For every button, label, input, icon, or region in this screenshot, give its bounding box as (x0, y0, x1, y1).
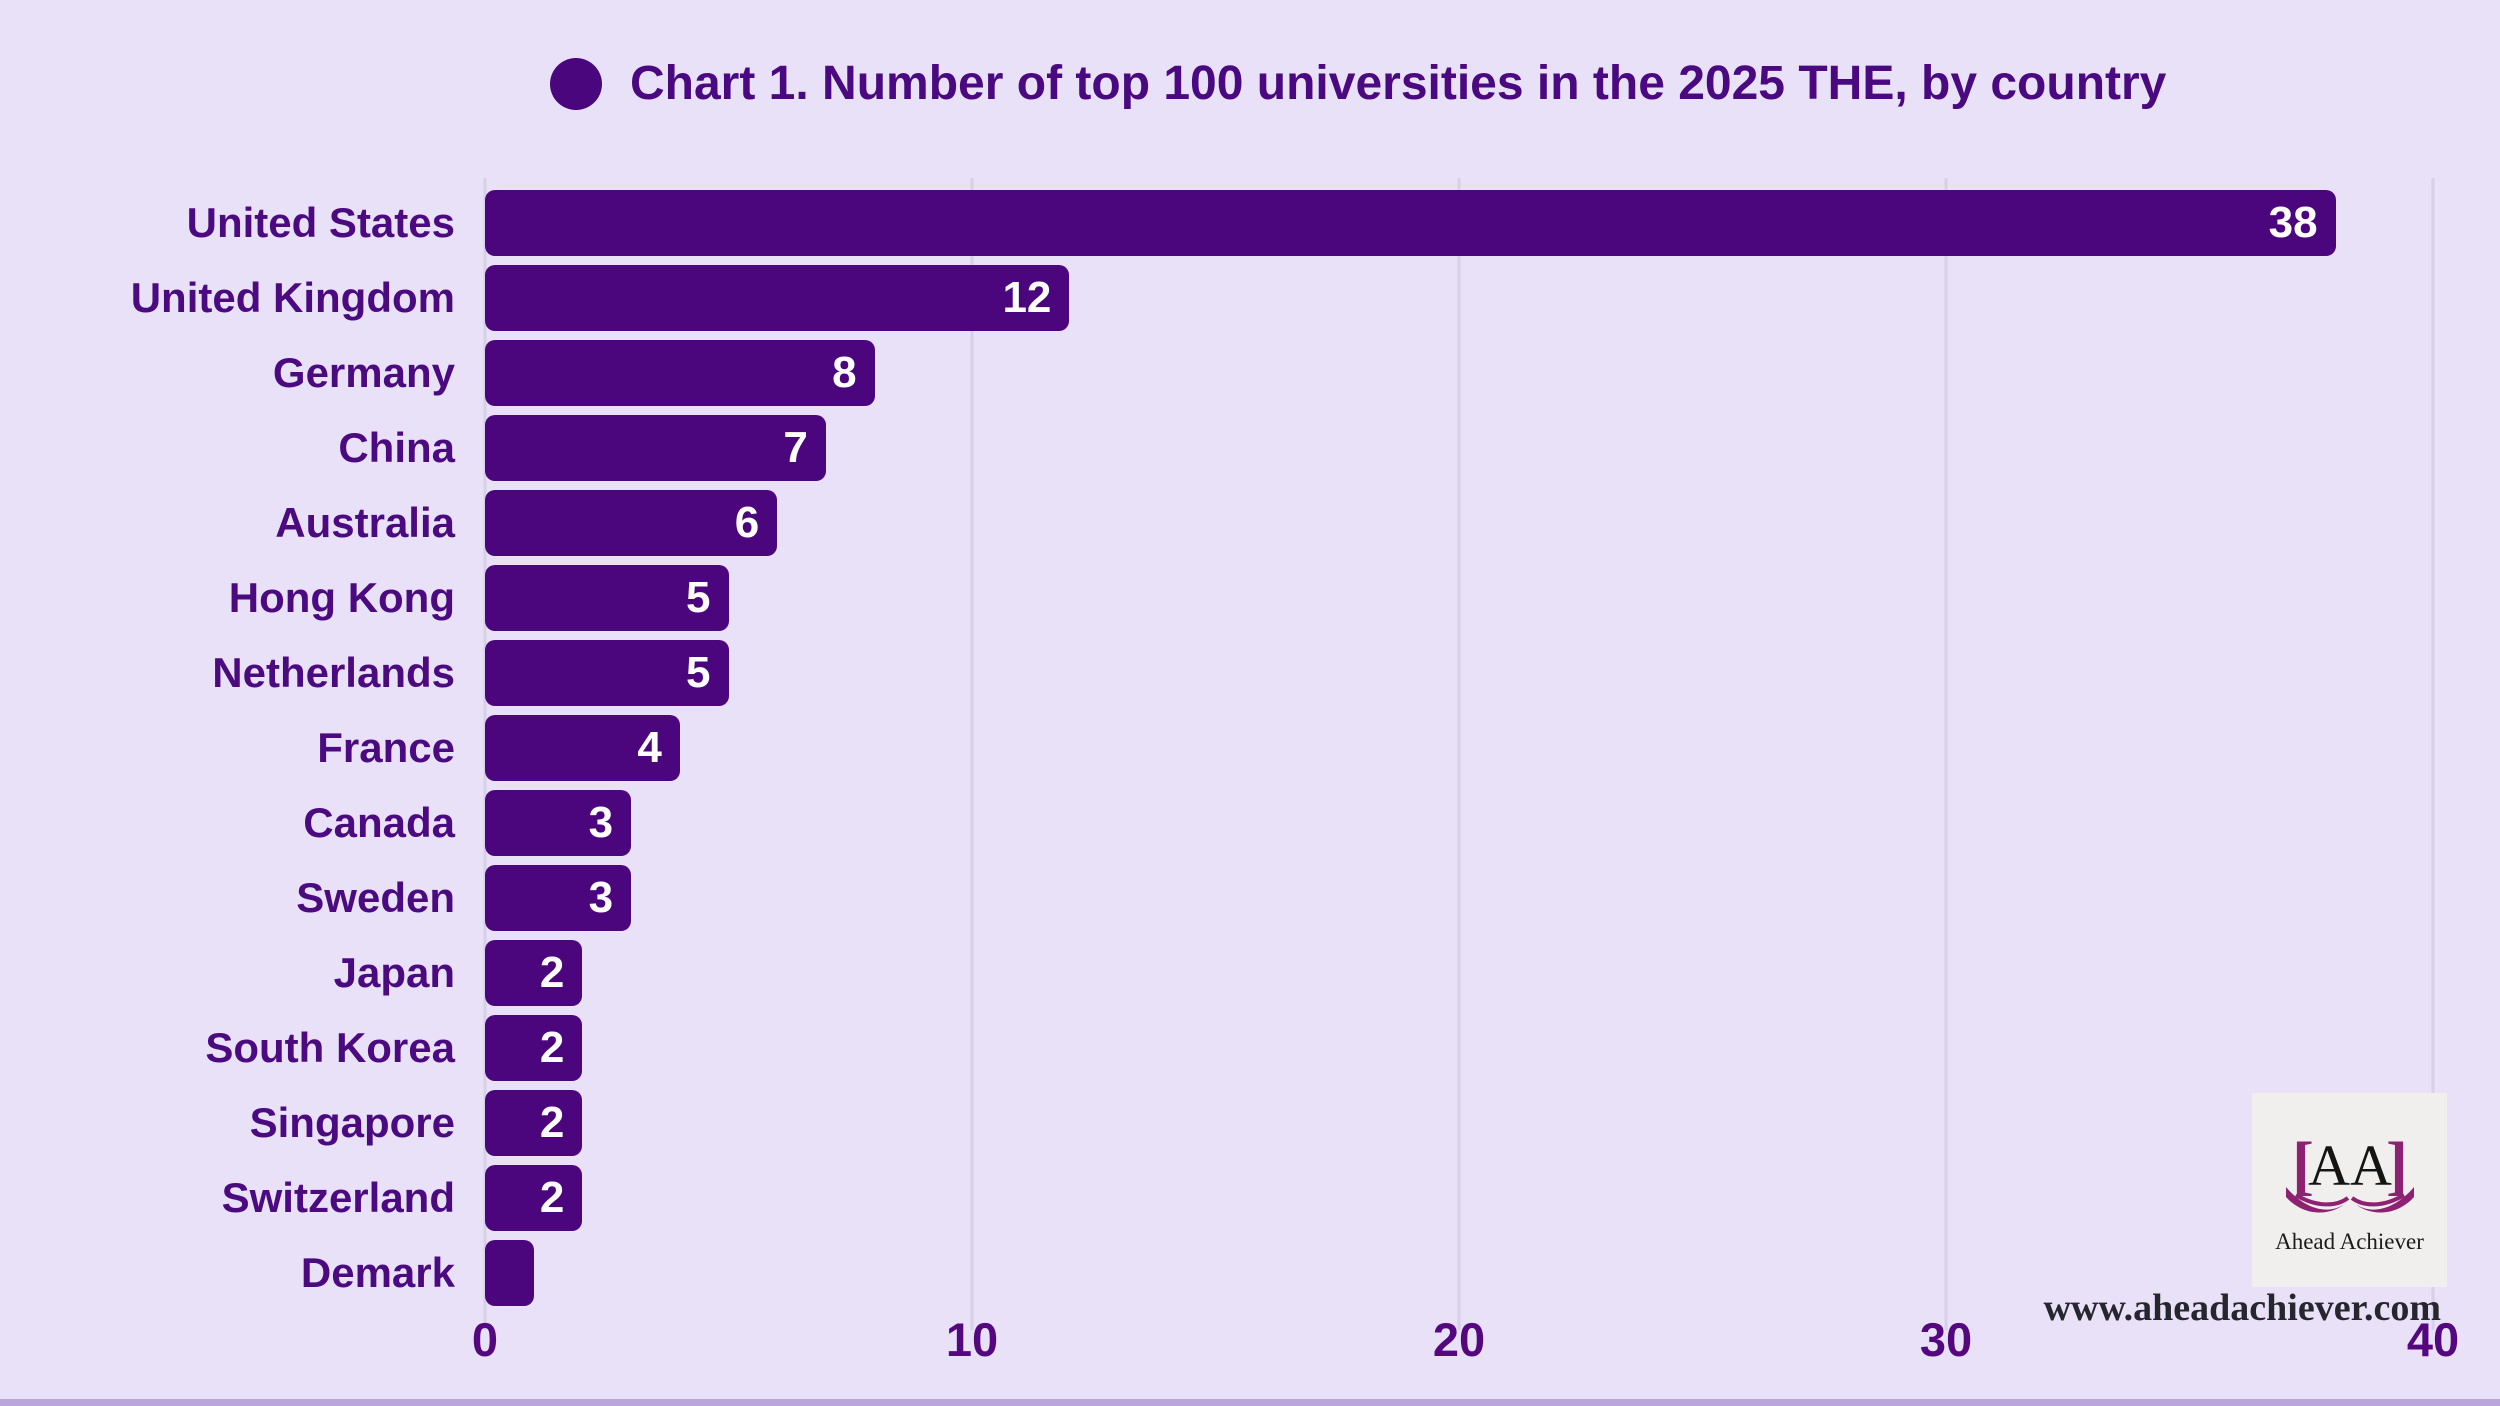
bar: 3 (485, 864, 632, 931)
bar-row: 2 (485, 1085, 2433, 1160)
bar: 5 (485, 639, 729, 706)
category-label: Sweden (296, 874, 455, 921)
bar-value-label: 12 (1002, 272, 1052, 322)
category-label: Switzerland (221, 1174, 455, 1221)
bar-value-label: 2 (539, 1022, 565, 1072)
category-label: Hong Kong (228, 574, 455, 621)
book-right-pageline-icon (2350, 1193, 2405, 1207)
plot-area: 38 12 8 7 6 5 5 4 3 3 2 2 2 2 (485, 185, 2433, 1310)
bar (485, 1239, 534, 1306)
bar-row: 5 (485, 635, 2433, 710)
book-right-page-icon (2351, 1187, 2414, 1213)
category-label: France (317, 724, 455, 771)
bar-value-label: 4 (637, 722, 662, 772)
bar-value-label: 7 (783, 422, 808, 472)
bar-row: 6 (485, 485, 2433, 560)
gridline (1457, 178, 1461, 1330)
ahead-achiever-book-icon: [ AA ] (2285, 1129, 2414, 1213)
x-tick-label: 40 (2406, 1313, 2460, 1366)
chart-title: Chart 1. Number of top 100 universities … (550, 56, 2166, 111)
bar-row: 7 (485, 410, 2433, 485)
category-label: South Korea (205, 1024, 455, 1071)
category-label: Demark (300, 1249, 455, 1296)
x-tick-label: 30 (1919, 1313, 1973, 1366)
bar-value-label: 2 (539, 1172, 565, 1222)
book-left-page-icon (2285, 1187, 2348, 1213)
gridline (1944, 178, 1948, 1330)
bullet-circle-icon (550, 57, 602, 110)
bar-row: 2 (485, 935, 2433, 1010)
gridline (2431, 178, 2435, 1330)
bar: 38 (485, 189, 2336, 256)
book-left-pageline-icon (2294, 1193, 2349, 1207)
logo-letters: AA (2308, 1133, 2392, 1198)
bar-value-label: 6 (734, 497, 760, 547)
bar-row: 3 (485, 785, 2433, 860)
bar: 12 (485, 264, 1070, 331)
bar-row: 2 (485, 1160, 2433, 1235)
x-tick-label: 20 (1432, 1313, 1486, 1366)
bar-row: 5 (485, 560, 2433, 635)
category-label: Netherlands (212, 649, 455, 696)
bar-value-label: 3 (588, 872, 614, 922)
bar: 2 (485, 1014, 583, 1081)
bar: 5 (485, 564, 729, 631)
bottom-accent-strip (0, 1399, 2500, 1406)
bar-row: 12 (485, 260, 2433, 335)
bar: 8 (485, 339, 875, 406)
bar: 4 (485, 714, 680, 781)
bar: 7 (485, 414, 826, 481)
category-label: Germany (272, 349, 455, 396)
category-label: United States (186, 199, 455, 246)
x-axis-ticks: 0 10 20 30 40 (472, 1313, 2459, 1380)
bar: 2 (485, 1089, 583, 1156)
x-tick-label: 0 (471, 1313, 499, 1366)
category-labels: United States United Kingdom Germany China A… (0, 185, 455, 1310)
chart-title-text: Chart 1. Number of top 100 universities … (630, 57, 2167, 110)
website-url: www.aheadachiever.com (2043, 1287, 2441, 1329)
bar-row: 2 (485, 1010, 2433, 1085)
bar-value-label: 8 (832, 347, 857, 397)
bar-row: 38 (485, 185, 2433, 260)
logo-caption: Ahead Achiever (2275, 1229, 2424, 1254)
bar-row: 4 (485, 710, 2433, 785)
category-label: Australia (275, 499, 455, 546)
category-label: Japan (333, 949, 455, 996)
x-tick-label: 10 (945, 1313, 999, 1366)
logo-bracket-right: ] (2386, 1129, 2408, 1202)
bar-value-label: 2 (539, 1097, 565, 1147)
bar: 2 (485, 1164, 583, 1231)
bar: 6 (485, 489, 778, 556)
bar-value-label: 5 (686, 572, 711, 622)
bar-value-label: 38 (2268, 197, 2318, 247)
bar-value-label: 2 (539, 947, 565, 997)
category-label: Canada (303, 799, 455, 846)
logo-bracket-left: [ (2292, 1129, 2314, 1202)
gridline (970, 178, 974, 1330)
bar-value-label: 3 (588, 797, 614, 847)
category-label: China (338, 424, 455, 471)
bar-row (485, 1235, 2433, 1310)
bar: 2 (485, 939, 583, 1006)
bar-row: 8 (485, 335, 2433, 410)
category-label: United Kingdom (130, 274, 455, 321)
bar-value-label: 5 (686, 647, 711, 697)
bar-row: 3 (485, 860, 2433, 935)
category-label: Singapore (249, 1099, 455, 1146)
bar: 3 (485, 789, 632, 856)
ahead-achiever-logo-card: [ AA ] Ahead Achiever (2252, 1093, 2447, 1287)
